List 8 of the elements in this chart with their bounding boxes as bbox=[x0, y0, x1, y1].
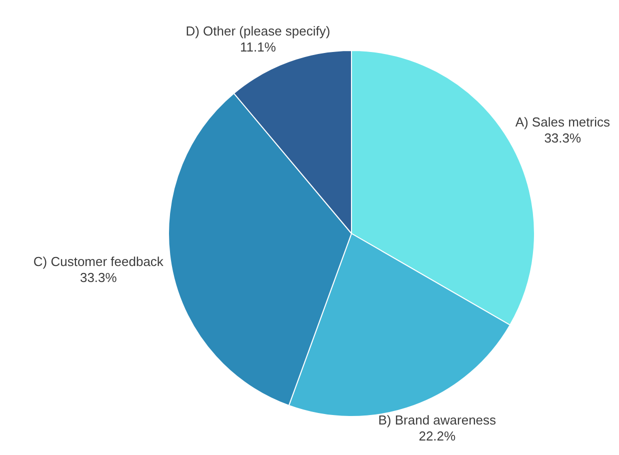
data-label: 33.3% bbox=[544, 130, 582, 146]
data-label: 33.3% bbox=[80, 270, 118, 285]
slice-label: C) Customer feedback bbox=[33, 254, 164, 269]
slice-label: A) Sales metrics bbox=[515, 114, 610, 130]
data-label: 11.1% bbox=[240, 39, 276, 54]
slice-label: D) Other (please specify) bbox=[186, 23, 330, 38]
data-label: 22.2% bbox=[418, 428, 456, 444]
slice-label: B) Brand awareness bbox=[378, 412, 497, 428]
